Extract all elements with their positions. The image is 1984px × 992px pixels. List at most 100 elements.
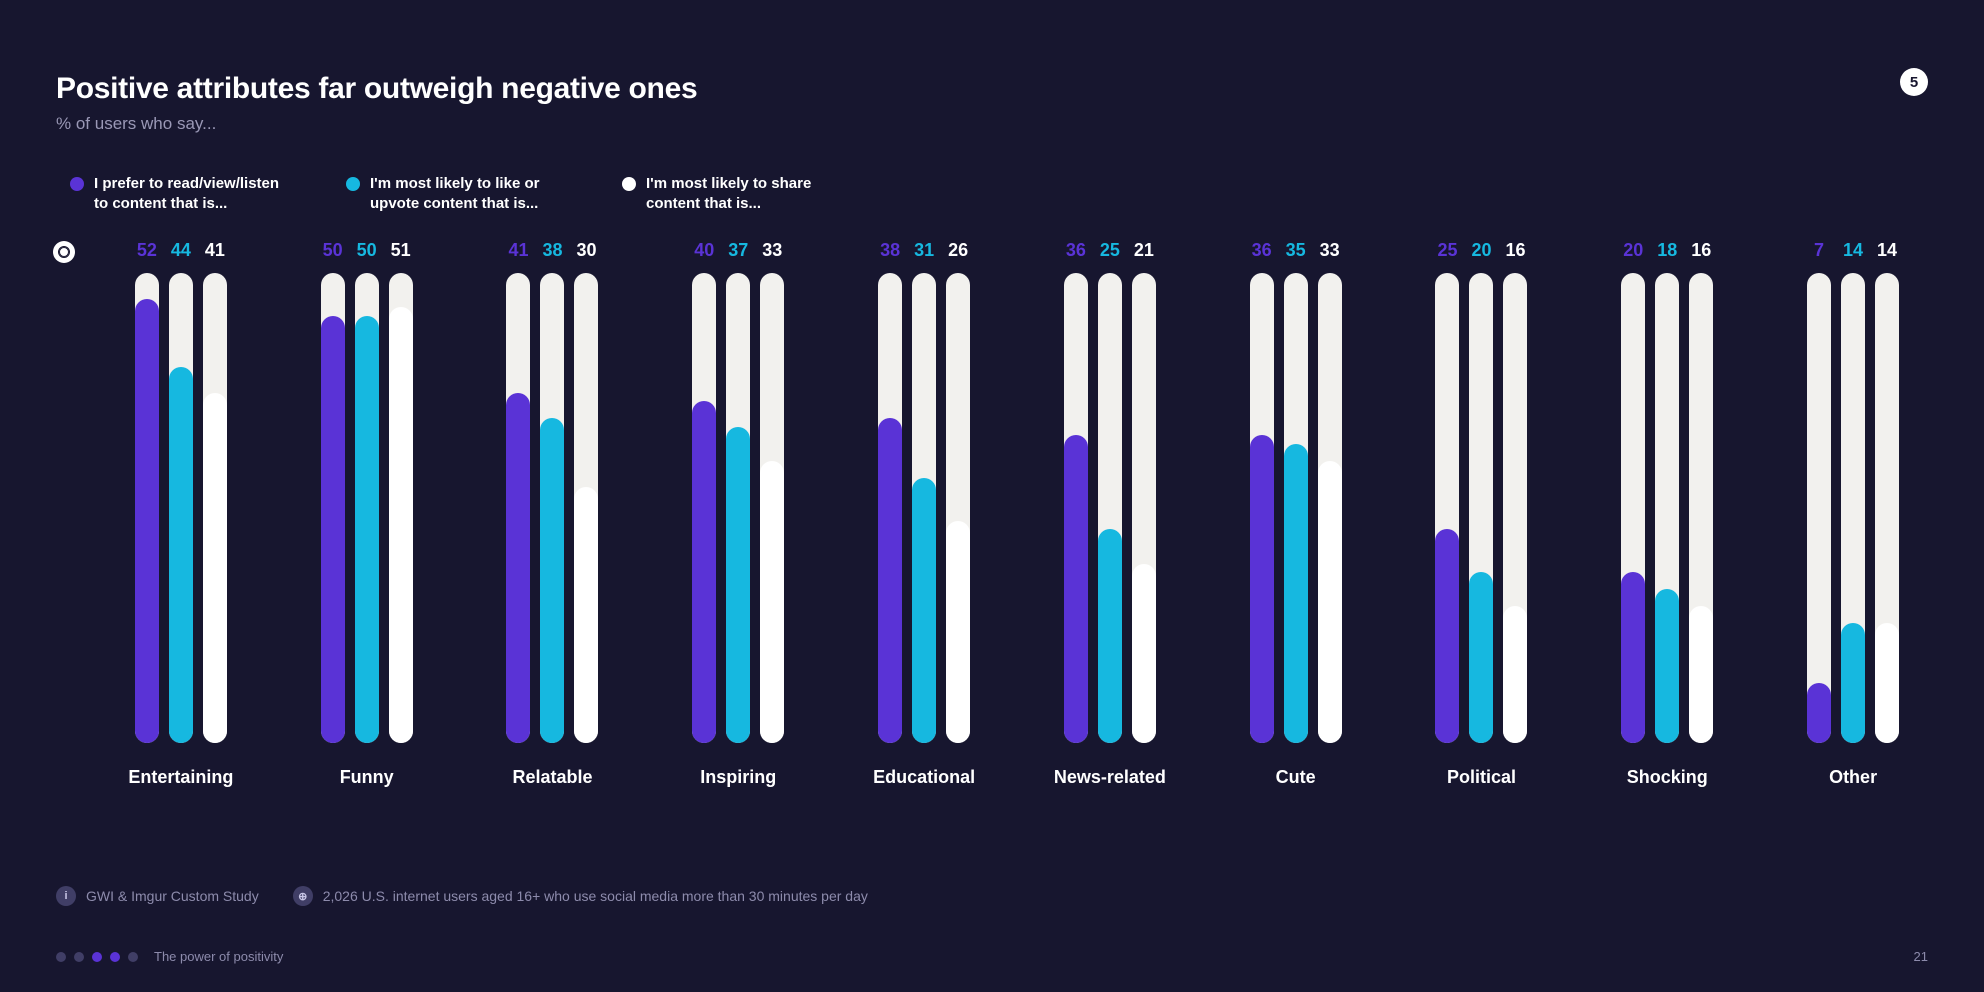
bar-fill: [321, 316, 345, 743]
bar-value: 41: [203, 241, 227, 259]
footnote-text: GWI & Imgur Custom Study: [86, 888, 259, 904]
bar-value: 50: [355, 241, 379, 259]
bar-fill: [1841, 623, 1865, 743]
legend-label: I'm most likely to share content that is…: [646, 174, 842, 213]
bar-track: [1318, 273, 1342, 743]
legend-label: I'm most likely to like or upvote conten…: [370, 174, 566, 213]
bar-value: 18: [1655, 241, 1679, 259]
bars-row: [1250, 273, 1342, 743]
category-label: Entertaining: [128, 767, 233, 788]
bar-track: [540, 273, 564, 743]
category-label: Cute: [1276, 767, 1316, 788]
bar-fill: [1503, 606, 1527, 743]
bar-fill: [912, 478, 936, 743]
bar-fill: [540, 418, 564, 743]
bar-track: [692, 273, 716, 743]
bar-value: 21: [1132, 241, 1156, 259]
bar-track: [1841, 273, 1865, 743]
value-row: 40 37 33: [692, 241, 784, 259]
value-row: 50 50 51: [321, 241, 413, 259]
legend-swatch: [70, 177, 84, 191]
bar-fill: [1098, 529, 1122, 743]
bars-row: [878, 273, 970, 743]
bar-group: 524441Entertaining: [106, 241, 256, 788]
bar-fill: [1132, 564, 1156, 743]
bar-track: [946, 273, 970, 743]
progress-dot-icon: [128, 952, 138, 962]
bar-value: 36: [1250, 241, 1274, 259]
bottom-bar: The power of positivity 21: [56, 949, 1928, 964]
bar-value: 36: [1064, 241, 1088, 259]
bar-value: 52: [135, 241, 159, 259]
bar-group: 413830Relatable: [478, 241, 628, 788]
bar-value: 35: [1284, 241, 1308, 259]
footnote-text: 2,026 U.S. internet users aged 16+ who u…: [323, 888, 868, 904]
chapter-label: The power of positivity: [154, 949, 283, 964]
bar-track: [1503, 273, 1527, 743]
bar-track: [574, 273, 598, 743]
value-row: 252016: [1435, 241, 1527, 259]
bar-track: [1621, 273, 1645, 743]
bar-value: 38: [878, 241, 902, 259]
legend-item: I'm most likely to like or upvote conten…: [346, 174, 566, 213]
value-row: 71414: [1807, 241, 1899, 259]
footnote-badge-icon: i: [56, 886, 76, 906]
page-number: 21: [1914, 949, 1928, 964]
bar-fill: [760, 461, 784, 743]
bar-fill: [692, 401, 716, 743]
bar-value: 20: [1621, 241, 1645, 259]
bar-fill: [1469, 572, 1493, 743]
value-row: 413830: [506, 241, 598, 259]
bar-group: 362521News-related: [1035, 241, 1185, 788]
chart: 524441Entertaining505051Funny413830Relat…: [56, 241, 1928, 788]
bars-row: [1435, 273, 1527, 743]
page-subtitle: % of users who say...: [56, 114, 1928, 134]
bar-value: 14: [1875, 241, 1899, 259]
bars-row: [506, 273, 598, 743]
bar-value: 25: [1098, 241, 1122, 259]
bar-group: 505051Funny: [292, 241, 442, 788]
category-label: Other: [1829, 767, 1877, 788]
bar-track: [760, 273, 784, 743]
bar-fill: [1621, 572, 1645, 743]
value-row: 36 25 21: [1064, 241, 1156, 259]
bar-value: 40: [692, 241, 716, 259]
category-label: Political: [1447, 767, 1516, 788]
bar-track: [1098, 273, 1122, 743]
bar-value: 33: [760, 241, 784, 259]
bar-value: 50: [321, 241, 345, 259]
bar-track: [389, 273, 413, 743]
bar-fill: [1655, 589, 1679, 743]
bar-value: 51: [389, 241, 413, 259]
bar-fill: [1250, 435, 1274, 743]
progress-dot-icon: [56, 952, 66, 962]
bar-track: [355, 273, 379, 743]
value-row: 363533: [1250, 241, 1342, 259]
bar-fill: [1435, 529, 1459, 743]
bar-track: [1689, 273, 1713, 743]
bar-track: [203, 273, 227, 743]
bar-track: [1807, 273, 1831, 743]
bar-value: 26: [946, 241, 970, 259]
page-badge: 5: [1900, 68, 1928, 96]
bar-value: 16: [1689, 241, 1713, 259]
bar-group: 383126Educational: [849, 241, 999, 788]
bar-track: [1469, 273, 1493, 743]
footnotes: i GWI & Imgur Custom Study ⊕ 2,026 U.S. int…: [56, 886, 868, 906]
bar-fill: [355, 316, 379, 743]
bar-value: 31: [912, 241, 936, 259]
category-label: Shocking: [1627, 767, 1708, 788]
bar-track: [506, 273, 530, 743]
bar-group: 403733Inspiring: [663, 241, 813, 788]
bar-value: 25: [1435, 241, 1459, 259]
bar-value: 37: [726, 241, 750, 259]
footnote-badge-icon: ⊕: [293, 886, 313, 906]
bar-track: [726, 273, 750, 743]
legend-item: I'm most likely to share content that is…: [622, 174, 842, 213]
bars-row: [1621, 273, 1713, 743]
bar-fill: [506, 393, 530, 743]
bar-value: 14: [1841, 241, 1865, 259]
bar-value: 16: [1503, 241, 1527, 259]
bar-fill: [169, 367, 193, 743]
bar-fill: [878, 418, 902, 743]
